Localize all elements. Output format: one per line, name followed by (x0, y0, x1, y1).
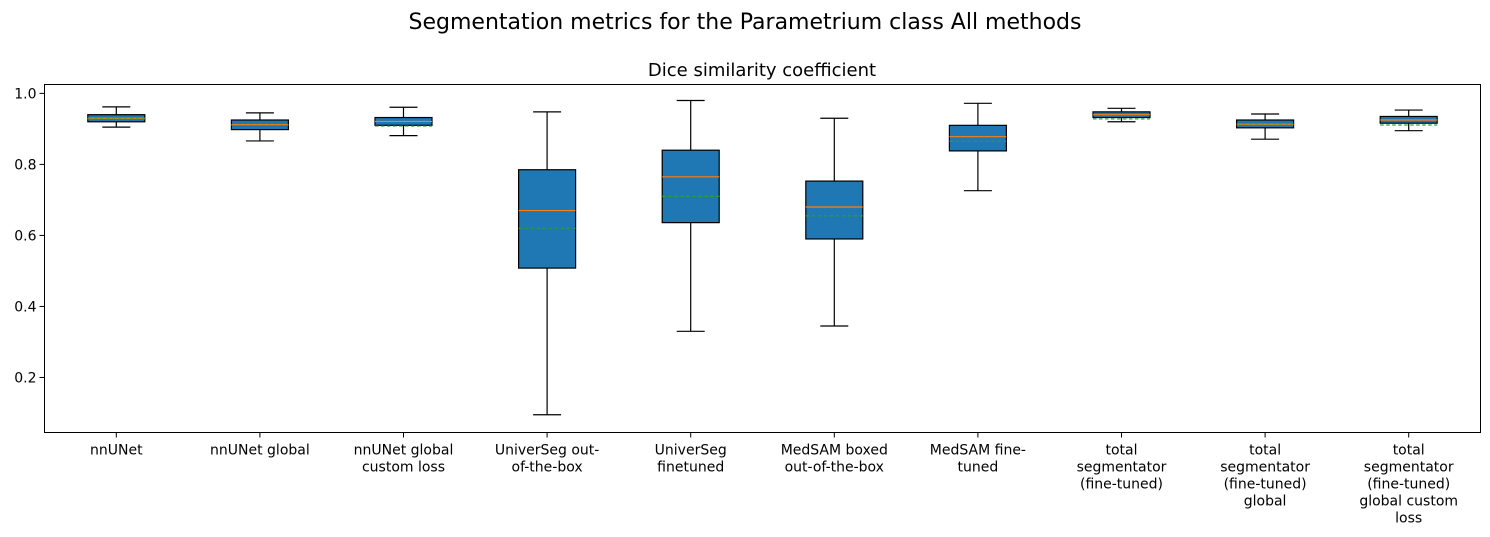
y-tick-label: 1.0 (14, 86, 36, 102)
x-category-label: global custom (1359, 494, 1458, 510)
plot-area: 0.2 0.4 0.6 0.8 1.0 nnUNet nnUNet global nnUNet… (14, 86, 1458, 526)
y-tick-label: 0.6 (14, 228, 36, 244)
x-category-label: global (1244, 494, 1287, 510)
y-tick-label: 0.8 (14, 157, 36, 173)
x-category-label: (fine-tuned) (1367, 477, 1450, 493)
x-category-label: finetuned (657, 460, 724, 476)
x-category-label: (fine-tuned) (1080, 477, 1163, 493)
y-tick-label: 0.4 (14, 299, 36, 315)
box (517, 169, 577, 269)
y-tick-label: 0.2 (14, 370, 36, 386)
x-category-label: total (1105, 443, 1137, 459)
x-category-label: UniverSeg (655, 443, 727, 459)
x-category-label: UniverSeg out- (495, 443, 599, 459)
x-category-label: (fine-tuned) (1224, 477, 1307, 493)
x-category-label: MedSAM fine- (930, 443, 1026, 459)
x-category-label: of-the-box (512, 460, 583, 476)
x-category-label: nnUNet (90, 443, 143, 459)
x-category-label: total (1249, 443, 1281, 459)
box (948, 124, 1008, 152)
x-category-label: segmentator (1220, 460, 1310, 476)
chart-title: Dice similarity coefficient (648, 60, 876, 81)
x-category-label: out-of-the-box (785, 460, 884, 476)
x-category-label: custom loss (362, 460, 445, 476)
axes-frame (44, 84, 1481, 433)
box (661, 149, 720, 224)
x-category-label: tuned (958, 460, 999, 476)
x-category-label: segmentator (1364, 460, 1454, 476)
figure-suptitle: Segmentation metrics for the Parametrium… (409, 10, 1082, 35)
x-category-label: nnUNet global (354, 443, 454, 459)
x-category-label: nnUNet global (210, 443, 310, 459)
x-category-label: MedSAM boxed (781, 443, 888, 459)
x-category-label: loss (1395, 511, 1422, 527)
box (805, 180, 864, 240)
x-category-label: segmentator (1077, 460, 1167, 476)
x-category-label: total (1393, 443, 1425, 459)
